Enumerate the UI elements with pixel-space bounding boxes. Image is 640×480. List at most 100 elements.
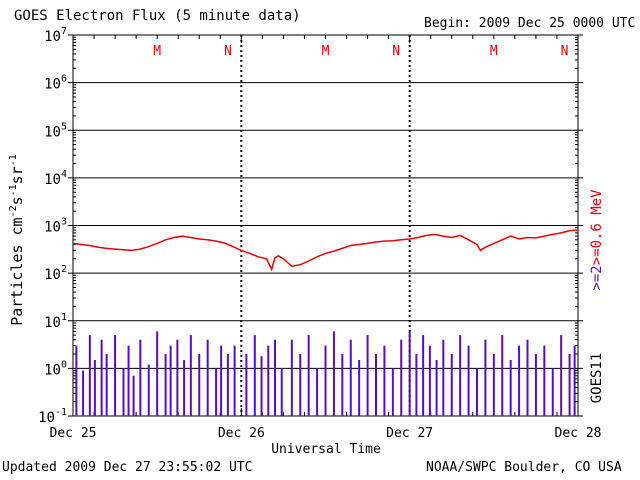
goes11-bar bbox=[267, 345, 270, 416]
marker-label: M bbox=[490, 44, 498, 59]
goes11-bar bbox=[105, 354, 108, 416]
goes11-bar bbox=[492, 354, 495, 416]
goes11-bar bbox=[127, 345, 130, 416]
x-tick-label: Dec 27 bbox=[386, 426, 433, 441]
goes11-bar bbox=[220, 345, 223, 416]
y-tick-label: 100 bbox=[44, 359, 67, 378]
goes11-bar bbox=[132, 375, 135, 416]
goes11-bar bbox=[164, 354, 167, 416]
begin-time: Begin: 2009 Dec 25 0000 UTC bbox=[424, 16, 636, 31]
goes11-bar bbox=[509, 359, 512, 416]
goes11-bar bbox=[183, 359, 186, 416]
goes11-bar bbox=[408, 331, 411, 416]
goes11-bar bbox=[459, 335, 462, 416]
legend-series-1: >=2 bbox=[589, 265, 605, 290]
goes11-bar bbox=[233, 345, 236, 416]
goes11-bar bbox=[88, 335, 91, 416]
goes11-bar bbox=[391, 368, 394, 416]
svg-text:Particles cm-2s-1sr-1: Particles cm-2s-1sr-1 bbox=[8, 154, 26, 326]
footer-updated: Updated 2009 Dec 27 23:55:02 UTC bbox=[2, 460, 253, 475]
y-tick-label: 105 bbox=[44, 121, 67, 140]
x-tick-label: Dec 28 bbox=[555, 426, 602, 441]
goes11-bar bbox=[215, 368, 218, 416]
y-tick-label: 102 bbox=[44, 264, 67, 283]
goes11-bar bbox=[543, 345, 546, 416]
footer-credit: NOAA/SWPC Boulder, CO USA bbox=[426, 460, 622, 475]
x-axis-label: Universal Time bbox=[271, 442, 381, 457]
goes11-bar bbox=[341, 354, 344, 416]
goes11-bar bbox=[484, 339, 487, 416]
goes11-bar bbox=[122, 368, 125, 416]
goes11-bar bbox=[169, 345, 172, 416]
goes11-bar bbox=[476, 368, 478, 416]
goes11-bar bbox=[450, 354, 453, 416]
x-tick-label: Dec 26 bbox=[218, 426, 265, 441]
goes11-bar bbox=[400, 339, 403, 416]
goes11-bar bbox=[206, 339, 209, 416]
goes11-bar bbox=[176, 339, 179, 416]
svg-text:GOES11: GOES11 bbox=[589, 353, 605, 404]
goes11-bar bbox=[245, 354, 248, 416]
chart-title: GOES Electron Flux (5 minute data) bbox=[14, 8, 301, 24]
y-tick-label: 10-1 bbox=[38, 407, 67, 426]
goes11-bar bbox=[189, 335, 192, 416]
goes11-bar bbox=[253, 335, 256, 416]
right-legend: >=2>=0.6 MeV bbox=[589, 189, 605, 291]
y-tick-label: 106 bbox=[44, 74, 67, 93]
y-tick-label: 103 bbox=[44, 217, 67, 236]
goes11-bar bbox=[467, 345, 470, 416]
y-tick-labels: 107 106 105 104 103 102 101 100 10-1 bbox=[38, 26, 67, 426]
goes11-bar bbox=[375, 354, 377, 416]
goes11-bar bbox=[534, 354, 537, 416]
goes11-bar bbox=[100, 339, 103, 416]
goes11-bar bbox=[198, 354, 201, 416]
goes11-bar bbox=[518, 345, 521, 416]
goes11-bar bbox=[349, 339, 352, 416]
marker-label: M bbox=[153, 44, 161, 59]
goes11-label: GOES11 bbox=[589, 353, 605, 404]
y-tick-label: 101 bbox=[44, 312, 67, 331]
goes11-bar bbox=[560, 335, 563, 416]
goes11-bar bbox=[422, 335, 425, 416]
y-axis-label: Particles cm-2s-1sr-1 bbox=[8, 154, 26, 326]
goes11-bar bbox=[75, 345, 78, 416]
goes11-bar bbox=[324, 345, 327, 416]
goes11-bar bbox=[332, 331, 335, 416]
goes11-series bbox=[75, 331, 576, 416]
goes11-bar bbox=[442, 339, 445, 416]
y-tick-label: 104 bbox=[44, 169, 67, 188]
svg-text:>=2>=0.6 MeV: >=2>=0.6 MeV bbox=[589, 189, 605, 291]
goes11-bar bbox=[147, 364, 150, 416]
goes11-bar bbox=[435, 359, 438, 416]
series-line-red bbox=[72, 229, 579, 272]
marker-label: N bbox=[224, 44, 232, 59]
goes11-bar bbox=[316, 368, 319, 416]
goes11-bar bbox=[366, 335, 369, 416]
goes11-bar bbox=[274, 339, 276, 416]
goes11-bar bbox=[428, 345, 431, 416]
y-tick-label: 107 bbox=[44, 26, 67, 45]
goes11-bar bbox=[568, 354, 571, 416]
goes11-bar bbox=[573, 345, 576, 416]
legend-series-1-suffix: >=0.6 MeV bbox=[589, 189, 605, 265]
marker-label: M bbox=[322, 44, 330, 59]
goes11-bar bbox=[156, 331, 159, 416]
goes11-bar bbox=[383, 345, 386, 416]
x-tick-labels: Dec 25 Dec 26 Dec 27 Dec 28 bbox=[50, 426, 602, 441]
goes11-bar bbox=[299, 354, 302, 416]
goes11-bar bbox=[526, 339, 529, 416]
goes11-bar bbox=[501, 335, 504, 416]
goes11-bar bbox=[82, 370, 85, 416]
goes11-bar bbox=[415, 354, 418, 416]
goes11-bar bbox=[358, 359, 361, 416]
goes11-bar bbox=[290, 339, 293, 416]
goes11-bar bbox=[93, 359, 96, 416]
goes11-bar bbox=[307, 335, 310, 416]
goes11-bar bbox=[226, 354, 229, 416]
goes11-bar bbox=[260, 356, 263, 416]
marker-label: N bbox=[561, 44, 569, 59]
goes11-bar bbox=[114, 335, 117, 416]
x-tick-label: Dec 25 bbox=[50, 426, 97, 441]
